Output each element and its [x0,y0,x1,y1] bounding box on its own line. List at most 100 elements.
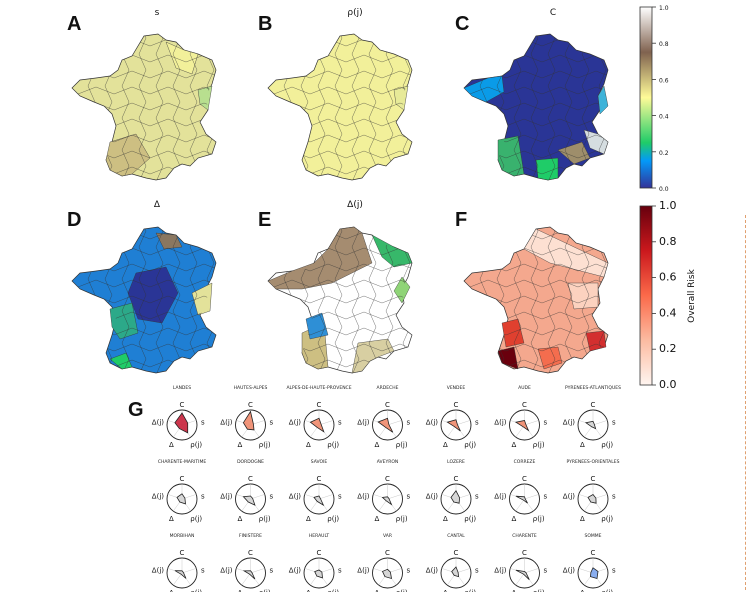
radar-axis-label: s [612,418,616,426]
map-title-c: C [549,8,557,18]
panel-letter-c: C [455,13,470,35]
radar-polygon [446,419,461,432]
radar-title: PYRENEES-ATLANTIQUES [565,385,621,391]
map-title-b: ρ(j) [347,8,363,18]
radar-axis-label: C [248,401,253,409]
radar-chart: HERAULT Cs ρ(j) Δ Δ(j) [289,533,342,592]
radar-spoke [515,498,525,512]
radar-axis-label: Δ [306,589,311,592]
radar-axis-label: C [591,549,596,557]
radar-chart: VENDEE Cs ρ(j) Δ Δ(j) [426,385,479,449]
colorbar-tick-label: 0.8 [659,235,677,248]
radar-axis-label: C [317,549,322,557]
panel-letter-g: G [128,399,144,421]
radar-axis-label: C [317,401,322,409]
radar-axis-label: Δ(j) [152,418,164,426]
colorbar-tick-label: 0.6 [659,77,669,84]
radar-axis-label: ρ(j) [464,441,476,449]
radar-title: MORBIHAN [170,533,195,539]
colorbar-tick-label: 1.0 [659,199,677,212]
radar-axis-label: ρ(j) [601,515,613,523]
radar-axis-label: s [475,418,479,426]
map-e [267,226,413,374]
radar-polygon [589,567,599,580]
radar-axis-label: s [544,418,548,426]
radar-chart: CANTAL Cs ρ(j) Δ Δ(j) [426,533,479,592]
radar-chart: CHARENTE Cs ρ(j) Δ Δ(j) [494,533,547,592]
radar-axis-label: ρ(j) [190,589,202,592]
map-title-e: Δ(j) [347,200,363,210]
radar-polygon [381,496,393,506]
radar-axis-label: s [612,566,616,574]
radar-axis-label: Δ [237,589,242,592]
radar-axis-label: s [270,566,274,574]
radar-chart: VAR Cs ρ(j) Δ Δ(j) [357,533,410,592]
radar-axis-label: C [454,549,459,557]
radar-axis-label: C [180,401,185,409]
radar-title: AUDE [518,385,531,391]
radar-axis-label: Δ [443,515,448,523]
radar-axis-label: s [338,566,342,574]
radar-spoke [592,420,608,426]
colorbar-top: 0.0 0.2 0.4 0.6 0.8 1.0 [639,5,669,193]
colorbar-tick-label: 0.0 [659,186,669,193]
radar-chart: HAUTES-ALPES Cs ρ(j) Δ Δ(j) [220,385,273,449]
radar-axis-label: Δ [580,441,585,449]
map-c [463,33,609,181]
radar-axis-label: C [522,401,527,409]
radar-axis-label: ρ(j) [464,515,476,523]
radar-axis-label: ρ(j) [190,515,202,523]
radar-axis-label: C [248,549,253,557]
radar-chart: CORREZE Cs ρ(j) Δ Δ(j) [494,459,547,523]
radar-spoke [524,420,539,426]
radar-axis-label: ρ(j) [533,441,545,449]
radar-axis-label: C [454,401,459,409]
map-f [463,226,609,374]
radar-axis-label: s [612,492,616,500]
radar-axis-label: Δ [237,515,242,523]
radar-chart: ALPES-DE-HAUTE-PROVENCE Cs ρ(j) Δ Δ(j) [286,385,351,449]
radar-axis-label: C [180,475,185,483]
radar-axis-label: s [270,418,274,426]
radar-axis-label: ρ(j) [259,441,271,449]
radar-title: CORREZE [514,459,536,465]
radar-spoke [387,494,402,500]
radar-grid: LANDES Cs ρ(j) Δ Δ(j) HAUTES-ALPES Cs ρ(j) Δ Δ(j)… [152,385,621,592]
radar-axis-label: Δ(j) [220,418,232,426]
radar-chart: SAVOIE Cs ρ(j) Δ Δ(j) [289,459,342,523]
radar-spoke [181,568,197,574]
radar-title: CHARENTE-MARITIME [158,459,207,465]
radar-polygon [242,410,255,431]
radar-polygon [450,490,461,504]
radar-axis-label: Δ(j) [494,566,506,574]
radar-polygon [587,493,597,504]
radar-axis-label: Δ [580,589,585,592]
radar-axis-label: C [317,475,322,483]
radar-chart: SOMME Cs ρ(j) Δ Δ(j) [563,533,616,592]
radar-polygon [313,495,325,507]
radar-title: FINISTERE [239,533,262,539]
panel-letter-f: F [455,209,468,231]
radar-axis-label: Δ [580,515,585,523]
radar-axis-label: Δ [169,441,174,449]
map-title-a: s [154,8,160,18]
colorbar-tick-label: 0.0 [659,378,677,391]
radar-axis-label: s [338,492,342,500]
radar-axis-label: Δ [169,589,174,592]
radar-polygon [242,495,256,506]
radar-axis-label: Δ(j) [426,492,438,500]
radar-axis-label: Δ [511,515,516,523]
colorbar-tick-label: 0.6 [659,271,677,284]
radar-axis-label: C [385,475,390,483]
radar-axis-label: ρ(j) [327,589,339,592]
radar-polygon [584,420,597,430]
radar-axis-label: Δ(j) [357,566,369,574]
radar-axis-label: Δ [443,441,448,449]
radar-polygon [451,566,460,578]
radar-chart: LANDES Cs ρ(j) Δ Δ(j) [152,385,205,449]
radar-axis-label: s [407,418,411,426]
radar-axis-label: Δ [374,441,379,449]
radar-axis-label: C [248,475,253,483]
radar-chart: AVEYRON Cs ρ(j) Δ Δ(j) [357,459,410,523]
radar-spoke [173,572,183,586]
